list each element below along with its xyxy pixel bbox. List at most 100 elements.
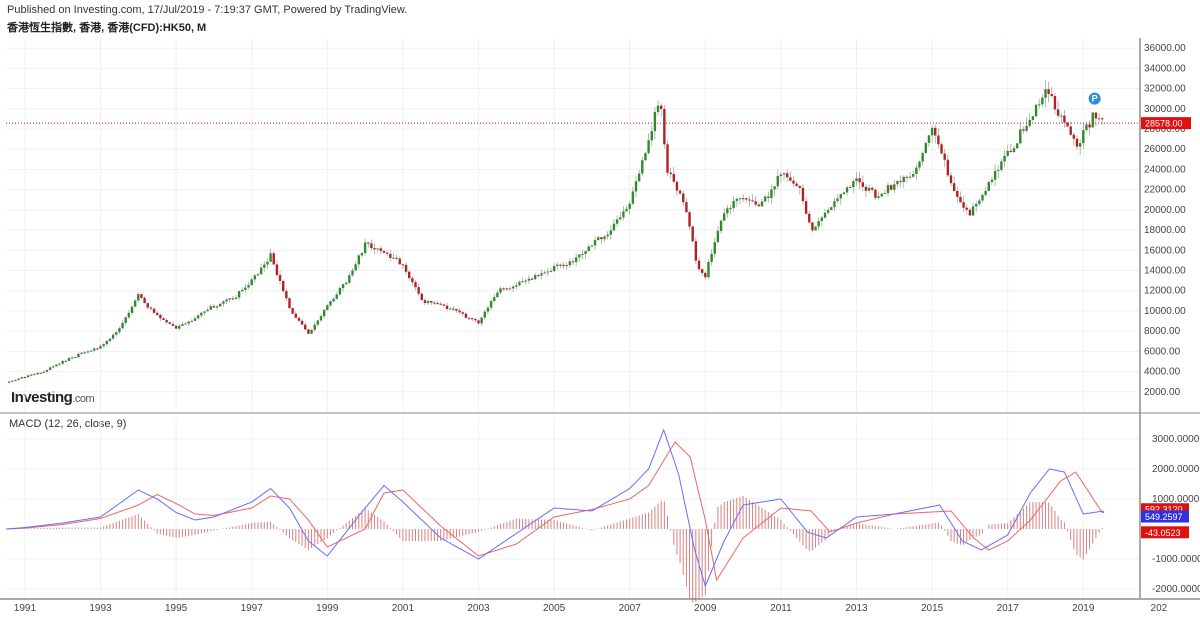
candle-body [115, 332, 118, 335]
candle-body [445, 305, 449, 309]
candle-body [181, 324, 184, 326]
candle-body [417, 287, 420, 294]
candle-body [408, 271, 411, 279]
candle-body [124, 317, 127, 323]
candle-body [971, 206, 975, 216]
candle-body [398, 258, 401, 265]
candle-body [1015, 143, 1019, 149]
candle-body [156, 312, 159, 315]
candle-body [631, 191, 635, 204]
candle-body [1091, 112, 1094, 128]
candle-body [691, 226, 694, 242]
candle-body [871, 187, 874, 190]
price-tick-label: 32000.00 [1144, 84, 1186, 95]
candle-body [1000, 161, 1003, 170]
candle-body [946, 159, 950, 176]
candle-body [937, 135, 940, 145]
candle-body [770, 189, 773, 198]
candle-body [480, 317, 483, 324]
candle-body [993, 170, 997, 180]
candle-body [152, 308, 156, 313]
candle-body [704, 272, 707, 278]
candle-body [511, 286, 515, 289]
candle-body [1066, 122, 1069, 127]
candle-body [401, 264, 405, 266]
candle-body [653, 111, 657, 132]
candle-body [168, 322, 171, 325]
candle-body [215, 306, 219, 308]
candle-body [146, 303, 149, 308]
signal-line [5, 441, 1105, 582]
candle-body [385, 252, 389, 254]
price-tick-label: 2000.00 [1144, 387, 1181, 398]
candle-body [754, 201, 757, 205]
candle-body [67, 357, 71, 361]
candle-body [1025, 125, 1028, 131]
candle-body [896, 181, 899, 185]
candle-body [61, 360, 64, 364]
macd-value-badge [1141, 526, 1189, 539]
candle-body [304, 324, 307, 330]
candle-body [751, 200, 754, 202]
candle-body [458, 310, 461, 313]
candle-body [893, 184, 896, 190]
candle-body [918, 161, 921, 168]
candle-body [395, 257, 398, 259]
candle-body [354, 264, 357, 271]
candle-body [228, 298, 231, 300]
candle-body [1022, 129, 1025, 131]
macd-tick-label: 1000.0000 [1152, 494, 1200, 505]
candle-body [193, 318, 197, 321]
candle-body [830, 207, 833, 211]
candle-body [644, 153, 647, 161]
candle-body [590, 245, 594, 247]
candle-body [732, 200, 735, 209]
candle-body [1056, 109, 1060, 116]
candle-body [597, 237, 600, 241]
candle-body [880, 193, 883, 197]
candle-body [225, 299, 228, 302]
candle-body [615, 219, 619, 224]
candle-body [23, 377, 27, 379]
candle-body [332, 298, 335, 302]
candle-body [206, 309, 209, 312]
candle-body [508, 288, 512, 290]
candle-body [86, 351, 90, 353]
candle-body [162, 318, 165, 321]
candle-body [367, 242, 370, 244]
candle-body [266, 261, 269, 265]
macd-tick-label: 2000.0000 [1152, 464, 1200, 475]
candle-body [111, 334, 115, 339]
x-tick-label: 2015 [921, 603, 944, 614]
candle-body [826, 210, 830, 213]
candle-body [981, 194, 984, 201]
symbol-title: 香港恆生指數, 香港, 香港(CFD):HK50, M [7, 22, 207, 34]
candle-body [341, 284, 345, 289]
candle-body [682, 193, 685, 203]
candle-body [1069, 126, 1072, 135]
price-tick-label: 24000.00 [1144, 164, 1186, 175]
macd-tick-label: -2000.0000 [1152, 584, 1200, 595]
candle-body [710, 253, 713, 263]
candle-body [622, 211, 625, 218]
price-tick-label: 16000.00 [1144, 245, 1186, 256]
candle-body [1047, 89, 1050, 94]
candle-body [763, 196, 767, 202]
candle-body [1009, 150, 1013, 153]
price-tick-label: 20000.00 [1144, 205, 1186, 216]
candle-body [471, 318, 474, 320]
candle-body [278, 274, 282, 281]
candle-body [672, 174, 675, 182]
candle-body [656, 105, 660, 112]
candle-body [77, 353, 80, 358]
candle-body [247, 285, 250, 288]
candle-body [609, 230, 612, 235]
candle-body [360, 253, 364, 256]
price-candles [7, 79, 1104, 384]
candle-body [203, 311, 206, 313]
candle-body [351, 270, 354, 276]
candle-body [707, 262, 710, 278]
candle-body [515, 285, 518, 287]
candle-body [140, 294, 143, 298]
